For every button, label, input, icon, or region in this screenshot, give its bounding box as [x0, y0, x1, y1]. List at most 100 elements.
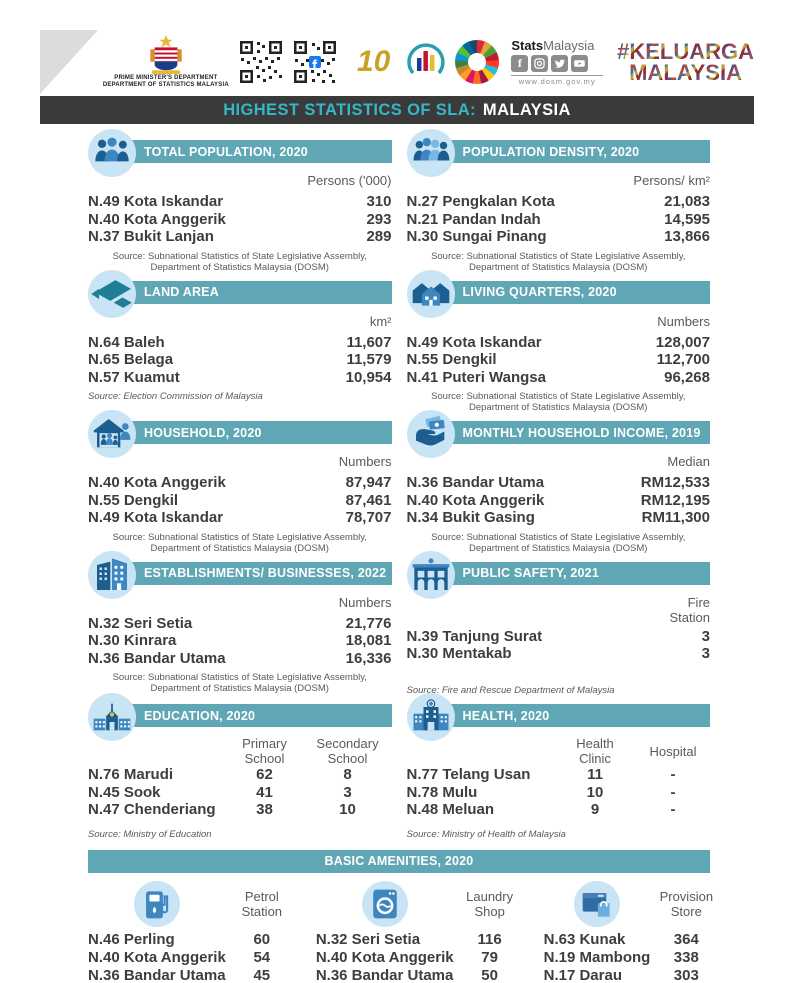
- twitter-icon: [551, 55, 569, 72]
- area-name: N.36 Bandar Utama: [88, 649, 226, 667]
- table-row: N.47 Chenderiang 38 10: [88, 801, 392, 819]
- area-value: RM12,195: [640, 491, 710, 509]
- shopping-bag-icon: [573, 880, 620, 927]
- source-note: Source: Election Commission of Malaysia: [88, 391, 263, 402]
- column-header-secondary-school: Secondary School: [316, 736, 379, 766]
- malaysia-coat-of-arms-icon: [150, 35, 182, 74]
- page-title-emphasis: MALAYSIA: [482, 100, 571, 119]
- data-row: N.49 Kota Iskandar 310: [88, 193, 392, 211]
- area-value: 116: [477, 930, 502, 948]
- area-value: 16,336: [345, 649, 392, 667]
- area-name: N.40 Kota Anggerik: [88, 210, 226, 228]
- amenity-group-provision-store: Provision Store N.63 Kunak 364 N.19 Mambo…: [543, 880, 723, 983]
- section-land-area: LAND AREA km² N.64 Baleh 11,607 N.65 Bela…: [88, 269, 392, 414]
- area-name: N.34 Bukit Gasing: [406, 509, 535, 526]
- data-row: N.30 Mentakab 3: [407, 645, 711, 663]
- brand-light: Malaysia: [543, 38, 595, 53]
- area-name: N.57 Kuamut: [88, 368, 180, 386]
- area-value: 60: [253, 930, 271, 948]
- section-title: LIVING QUARTERS, 2020: [462, 285, 617, 299]
- source-note: Source: Subnational Statistics of State …: [431, 250, 686, 273]
- hospital-value: -: [670, 801, 676, 818]
- area-value: 11,607: [346, 333, 392, 351]
- population-density-icon: [406, 129, 455, 177]
- hospital-icon: [406, 693, 455, 741]
- area-value: 79: [481, 948, 498, 966]
- area-value: 50: [481, 966, 498, 983]
- area-value: 18,081: [345, 632, 392, 649]
- land-area-icon: [88, 269, 136, 318]
- corner-decoration: [40, 30, 98, 94]
- office-buildings-icon: [88, 550, 136, 599]
- data-row: N.55 Dengkil 112,700: [407, 351, 711, 369]
- section-title: LAND AREA: [144, 285, 219, 299]
- area-name: N.64 Baleh: [88, 333, 165, 351]
- area-value: 14,595: [664, 210, 710, 228]
- area-name: N.32 Seri Setia: [315, 930, 421, 948]
- area-name: N.19 Mambong: [543, 948, 651, 966]
- data-row: N.27 Pengkalan Kota 21,083: [407, 193, 711, 211]
- qr-code-icon: [237, 39, 284, 85]
- area-name: N.40 Kota Anggerik: [88, 948, 226, 966]
- money-hand-icon: [406, 410, 455, 458]
- keluarga-line2: MALAYSIA: [629, 60, 742, 85]
- data-row: N.40 Kota Anggerik 293: [88, 211, 392, 229]
- area-name: N.17 Darau: [543, 966, 622, 983]
- area-name: N.41 Puteri Wangsa: [406, 368, 546, 386]
- area-name: N.36 Bandar Utama: [88, 966, 226, 983]
- house-family-icon: [88, 410, 136, 458]
- secondary-school-value: 3: [343, 783, 352, 801]
- area-value: 13,866: [664, 228, 710, 245]
- section-title: PUBLIC SAFETY, 2021: [462, 566, 599, 580]
- amenity-label: Petrol Station: [241, 888, 283, 919]
- area-name: N.49 Kota Iskandar: [406, 333, 542, 351]
- source-note: Source: Ministry of Education: [88, 828, 212, 840]
- column-header-hospital: Hospital: [649, 743, 697, 759]
- area-name: N.40 Kota Anggerik: [88, 474, 226, 491]
- area-value: 96,268: [664, 368, 710, 386]
- primary-school-value: 41: [256, 783, 273, 801]
- area-value: 293: [366, 210, 392, 228]
- section-living-quarters: LIVING QUARTERS, 2020 Numbers: [406, 269, 711, 413]
- data-row: N.65 Belaga 11,579: [88, 351, 392, 369]
- amenity-group-petrol-station: Petrol Station N.46 Perling 60 N.40 Kota …: [88, 880, 298, 983]
- agency-identity: PRIME MINISTER'S DEPARTMENT DEPARTMENT O…: [102, 35, 230, 89]
- primary-school-value: 62: [256, 766, 273, 783]
- data-row: N.63 Kunak 364: [544, 931, 723, 949]
- section-household: HOUSEHOLD, 2020 Numbers N.: [88, 410, 392, 554]
- 10th-anniversary-logo: 10: [356, 45, 391, 78]
- section-public-safety: PUBLIC SAFETY, 2021: [406, 550, 711, 696]
- section-population-density: POPULATION DENSITY, 2020 Persons/ km² N.…: [406, 129, 711, 273]
- table-row: N.45 Sook 41 3: [88, 784, 392, 802]
- area-value: 364: [673, 930, 699, 948]
- header: PRIME MINISTER'S DEPARTMENT DEPARTMENT O…: [40, 30, 754, 94]
- data-row: N.32 Seri Setia 116: [316, 931, 526, 949]
- area-name: N.48 Meluan: [406, 801, 495, 818]
- area-value: RM12,533: [640, 474, 710, 491]
- school-building-icon: [88, 693, 136, 741]
- section-establishments: ESTABLISHMENTS/ BUSINESSES, 2022: [88, 550, 392, 697]
- area-value: 78,707: [345, 509, 392, 526]
- keluarga-malaysia-logo: #KELUARGA MALAYSIA: [617, 41, 754, 83]
- area-value: 21,776: [345, 614, 392, 632]
- stats-malaysia-block: StatsMalaysia f www.dosm.gov.my: [511, 38, 604, 86]
- data-row: N.41 Puteri Wangsa 96,268: [407, 369, 711, 387]
- data-row: N.36 Bandar Utama RM12,533: [407, 474, 711, 492]
- area-name: N.49 Kota Iskandar: [88, 509, 224, 526]
- data-row: N.21 Pandan Indah 14,595: [407, 211, 711, 229]
- area-value: 54: [253, 948, 271, 966]
- section-title: POPULATION DENSITY, 2020: [462, 144, 640, 159]
- fire-station-icon: [406, 550, 455, 599]
- data-row: N.49 Kota Iskandar 78,707: [88, 509, 392, 527]
- data-row: N.40 Kota Anggerik 54: [88, 949, 298, 967]
- area-name: N.21 Pandan Indah: [406, 210, 541, 228]
- data-row: N.36 Bandar Utama 50: [316, 967, 526, 983]
- people-group-icon: [88, 129, 136, 177]
- area-value: 289: [366, 228, 392, 245]
- data-row: N.46 Perling 60: [88, 931, 298, 949]
- table-header: Health Clinic Hospital: [407, 736, 711, 766]
- area-name: N.65 Belaga: [88, 351, 174, 368]
- unit-label: Median: [667, 454, 710, 469]
- page-title-bar: HIGHEST STATISTICS OF SLA: MALAYSIA: [40, 96, 754, 124]
